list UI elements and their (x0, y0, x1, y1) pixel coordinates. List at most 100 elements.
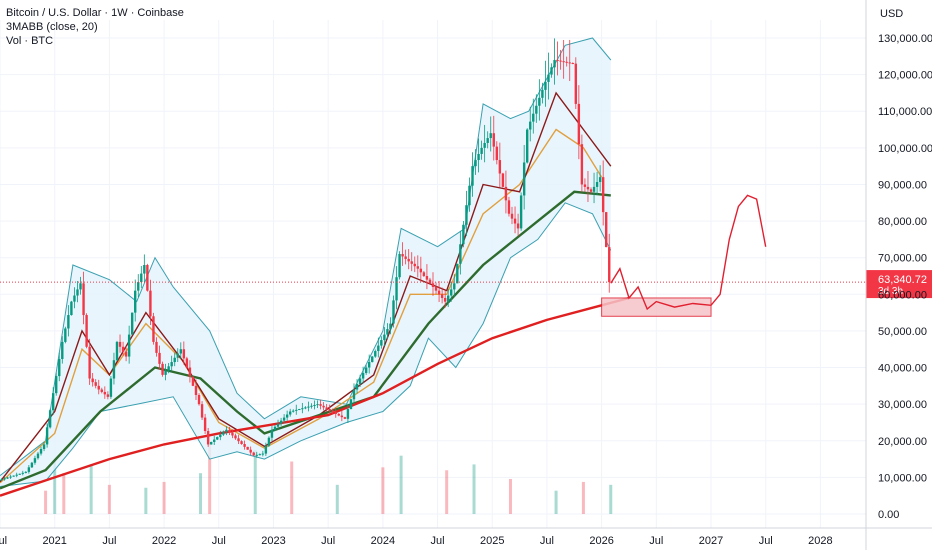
time-tick-label: Jul (540, 535, 554, 547)
candle-body (70, 301, 73, 316)
candle-body (12, 475, 15, 477)
volume-bar (107, 484, 111, 514)
ma-fast-line (0, 128, 603, 484)
volume-bar (253, 449, 257, 514)
candle-body (346, 409, 350, 419)
volume-bar (208, 444, 212, 514)
candle-body (225, 429, 228, 433)
candle-body (170, 362, 173, 367)
candle-body (173, 357, 176, 363)
candle-body (276, 423, 280, 427)
price-tick-label: 50,000.00 (878, 326, 927, 338)
price-tick-label: 10,000.00 (878, 472, 927, 484)
candle-body (608, 247, 611, 283)
bollinger-band-fill (0, 38, 611, 487)
symbol-title[interactable]: Bitcoin / U.S. Dollar · 1W · Coinbase (6, 7, 184, 19)
candle-body (79, 283, 82, 290)
candle-body (91, 378, 94, 383)
candle-body (389, 323, 392, 330)
candle-body (319, 404, 322, 406)
projection-line (610, 194, 767, 311)
volume-bar (472, 464, 476, 514)
volume-bar (335, 484, 339, 514)
candle-body (27, 467, 31, 472)
candle-body (48, 410, 52, 428)
candle-body (486, 138, 489, 143)
candle-body (279, 420, 283, 424)
candle-body (3, 478, 6, 480)
time-tick-label: 2021 (42, 535, 66, 547)
candle-body (64, 328, 67, 342)
candle-body (152, 316, 155, 342)
volume-bar (162, 481, 166, 514)
candle-body (292, 410, 295, 412)
candle-body (380, 340, 383, 346)
time-tick-label: 2025 (480, 535, 504, 547)
candle-body (480, 147, 483, 154)
ma-slow-line (0, 190, 611, 490)
volume-bar (508, 479, 512, 514)
candle-body (538, 97, 541, 106)
candle-body (228, 429, 231, 433)
candle-body (301, 408, 304, 410)
candle-body (61, 341, 64, 359)
candle-body (386, 329, 389, 335)
candle-body (440, 294, 444, 298)
candle-body (598, 177, 602, 183)
candle-body (355, 384, 359, 390)
candle-body (492, 133, 495, 147)
candle-body (188, 367, 192, 377)
candle-body (434, 286, 438, 291)
candle-body (513, 218, 517, 224)
time-tick-label: Jul (212, 535, 226, 547)
candle-body (574, 63, 578, 104)
currency-label[interactable]: USD (880, 8, 904, 20)
candle-body (285, 414, 289, 418)
candle-body (550, 67, 553, 75)
volume-bar (581, 481, 585, 514)
candle-body (55, 376, 58, 394)
candle-body (313, 404, 316, 406)
volume-bar (53, 461, 57, 514)
candle-body (425, 276, 429, 280)
candle-body (316, 404, 319, 406)
candle-body (18, 473, 21, 475)
candle-body (410, 261, 413, 264)
candle-body (304, 407, 307, 409)
volume-bar (89, 464, 93, 514)
bollinger-lower-line (0, 202, 612, 487)
candle-body (219, 434, 222, 438)
time-tick-label: 2023 (261, 535, 285, 547)
candle-body (577, 103, 581, 145)
price-series (0, 38, 611, 482)
candle-body (352, 389, 356, 400)
candle-body (143, 265, 146, 274)
candle-body (374, 351, 377, 357)
price-tick-label: 130,000.00 (878, 33, 932, 45)
candle-body (167, 366, 170, 371)
candle-body (76, 289, 79, 296)
candle-body (337, 413, 341, 416)
candle-body (222, 432, 225, 435)
candle-body (504, 186, 508, 201)
candle-body (106, 394, 110, 397)
price-tick-label: 100,000.00 (878, 143, 932, 155)
candle-body (443, 297, 447, 302)
countdown-label: 3d 3h (878, 286, 903, 297)
candle-body (459, 244, 462, 264)
candle-body (592, 186, 596, 192)
candle-body (428, 279, 432, 284)
candle-body (255, 454, 258, 456)
candle-body (237, 438, 240, 442)
candle-body (601, 177, 605, 213)
candle-body (21, 472, 24, 474)
candle-body (127, 334, 131, 357)
volume-bar (62, 473, 66, 514)
indicator-label[interactable]: 3MABB (close, 20) (6, 21, 98, 33)
candle-body (468, 185, 471, 206)
candle-body (39, 449, 43, 454)
candle-body (197, 395, 201, 405)
volume-label[interactable]: Vol · BTC (6, 35, 54, 47)
